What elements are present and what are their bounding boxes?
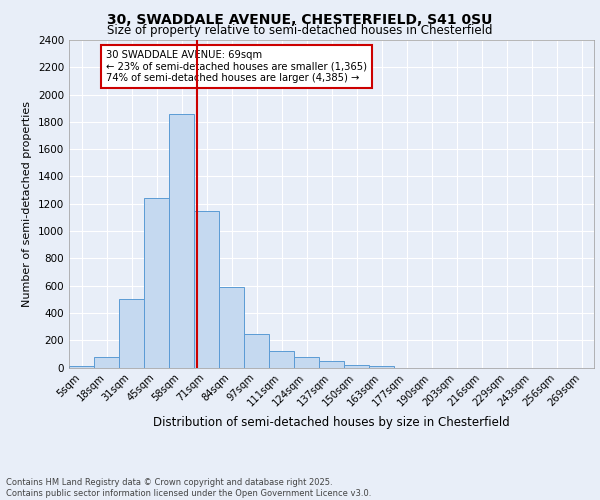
Bar [319,360,344,368]
Bar [119,300,144,368]
Bar [344,366,369,368]
Text: Size of property relative to semi-detached houses in Chesterfield: Size of property relative to semi-detach… [107,24,493,37]
Text: 30, SWADDALE AVENUE, CHESTERFIELD, S41 0SU: 30, SWADDALE AVENUE, CHESTERFIELD, S41 0… [107,12,493,26]
Bar [69,366,94,368]
Bar [169,114,194,368]
Bar [244,334,269,368]
Bar [294,358,319,368]
Bar [94,356,119,368]
Bar [269,351,294,368]
Bar [369,366,394,368]
Text: 30 SWADDALE AVENUE: 69sqm
← 23% of semi-detached houses are smaller (1,365)
74% : 30 SWADDALE AVENUE: 69sqm ← 23% of semi-… [106,50,367,83]
Bar [219,287,244,368]
Bar [194,210,219,368]
X-axis label: Distribution of semi-detached houses by size in Chesterfield: Distribution of semi-detached houses by … [153,416,510,430]
Bar [144,198,169,368]
Y-axis label: Number of semi-detached properties: Number of semi-detached properties [22,101,32,306]
Text: Contains HM Land Registry data © Crown copyright and database right 2025.
Contai: Contains HM Land Registry data © Crown c… [6,478,371,498]
